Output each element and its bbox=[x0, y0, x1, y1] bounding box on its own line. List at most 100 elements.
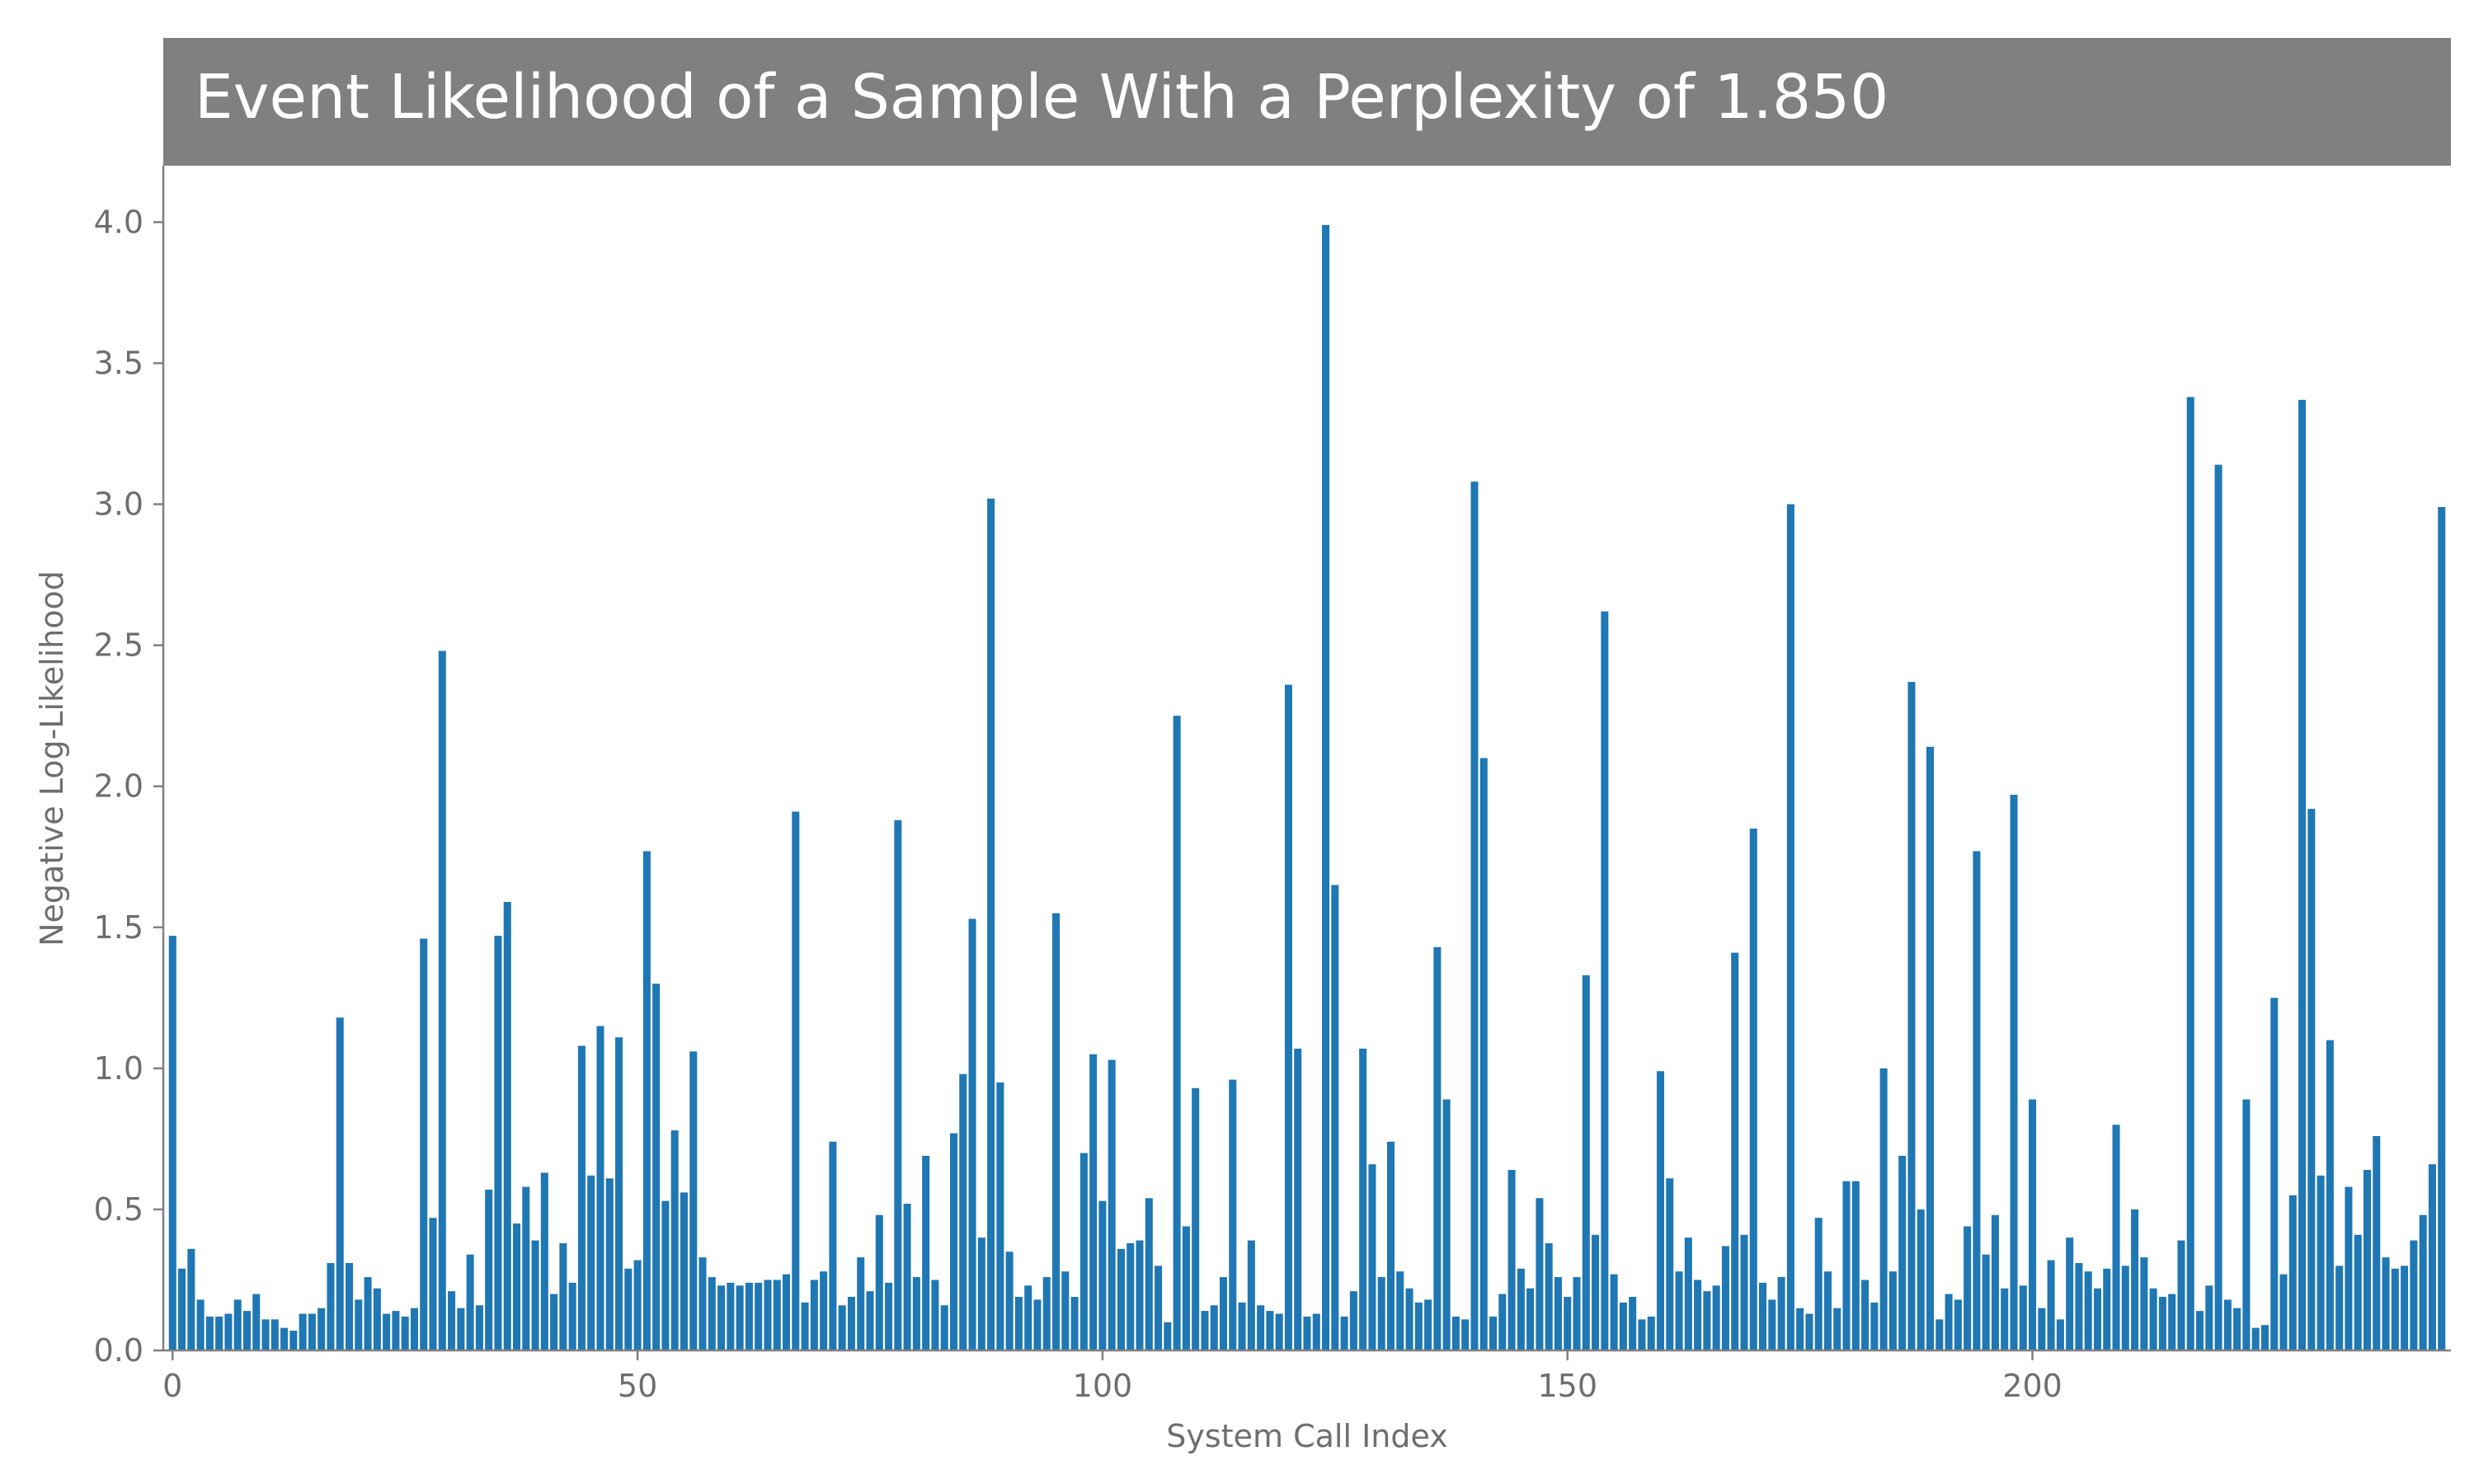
x-axis-ticks: 0 50 100 150 200 bbox=[162, 1350, 2062, 1404]
bar-118 bbox=[1266, 1311, 1274, 1350]
bar-60 bbox=[727, 1282, 735, 1350]
bar-236 bbox=[2363, 1170, 2372, 1350]
bar-104 bbox=[1136, 1240, 1144, 1350]
y-tick-label: 3.5 bbox=[94, 345, 143, 382]
bar-55 bbox=[680, 1192, 688, 1350]
bar-48 bbox=[615, 1037, 623, 1350]
bar-152 bbox=[1582, 974, 1590, 1350]
bar-83 bbox=[940, 1305, 948, 1350]
bar-77 bbox=[885, 1282, 893, 1350]
bar-193 bbox=[1964, 1226, 1972, 1350]
bar-191 bbox=[1945, 1294, 1953, 1350]
bar-72 bbox=[838, 1305, 846, 1350]
bar-91 bbox=[1014, 1296, 1023, 1350]
bar-57 bbox=[698, 1257, 707, 1350]
bar-0 bbox=[168, 936, 176, 1350]
bar-110 bbox=[1192, 1087, 1200, 1350]
bar-8 bbox=[242, 1311, 251, 1350]
bar-7 bbox=[233, 1299, 242, 1350]
bar-114 bbox=[1229, 1079, 1237, 1350]
bar-223 bbox=[2242, 1099, 2251, 1350]
bar-195 bbox=[1982, 1254, 1990, 1350]
bar-78 bbox=[894, 819, 902, 1350]
bar-145 bbox=[1517, 1268, 1525, 1350]
bar-94 bbox=[1042, 1277, 1051, 1350]
bar-119 bbox=[1275, 1313, 1283, 1350]
bar-2 bbox=[187, 1248, 195, 1350]
bar-53 bbox=[661, 1200, 670, 1350]
bar-241 bbox=[2410, 1240, 2418, 1350]
bar-27 bbox=[420, 938, 428, 1350]
bar-180 bbox=[1842, 1181, 1851, 1350]
bar-24 bbox=[392, 1311, 400, 1350]
bar-71 bbox=[829, 1141, 837, 1350]
bar-169 bbox=[1740, 1234, 1748, 1350]
bar-50 bbox=[633, 1260, 642, 1350]
bar-141 bbox=[1479, 758, 1488, 1350]
bar-240 bbox=[2401, 1266, 2409, 1350]
bar-244 bbox=[2438, 506, 2446, 1350]
bar-89 bbox=[996, 1082, 1004, 1350]
bar-5 bbox=[215, 1316, 223, 1350]
bar-64 bbox=[764, 1280, 772, 1350]
bar-29 bbox=[438, 650, 446, 1350]
bar-112 bbox=[1210, 1305, 1218, 1350]
bar-168 bbox=[1731, 952, 1739, 1350]
bar-97 bbox=[1070, 1296, 1079, 1350]
bar-4 bbox=[205, 1316, 214, 1350]
bar-30 bbox=[448, 1291, 456, 1350]
bar-3 bbox=[196, 1299, 205, 1350]
bar-121 bbox=[1294, 1048, 1302, 1350]
bar-207 bbox=[2093, 1288, 2102, 1350]
bar-160 bbox=[1656, 1071, 1665, 1350]
bar-146 bbox=[1526, 1288, 1535, 1350]
bar-155 bbox=[1610, 1274, 1618, 1350]
y-tick-label: 2.0 bbox=[94, 768, 143, 805]
bar-127 bbox=[1349, 1291, 1357, 1350]
bar-88 bbox=[987, 498, 995, 1350]
bar-140 bbox=[1470, 481, 1479, 1351]
bar-190 bbox=[1935, 1319, 1944, 1350]
bar-242 bbox=[2419, 1214, 2427, 1350]
y-axis-label: Negative Log-Likelihood bbox=[34, 571, 70, 946]
bar-214 bbox=[2158, 1296, 2166, 1350]
bar-93 bbox=[1033, 1299, 1042, 1350]
x-tick-label: 50 bbox=[618, 1368, 657, 1404]
bar-115 bbox=[1238, 1302, 1246, 1350]
bar-212 bbox=[2140, 1257, 2148, 1350]
bar-49 bbox=[624, 1268, 633, 1350]
bar-194 bbox=[1973, 851, 1981, 1350]
bar-227 bbox=[2279, 1274, 2288, 1350]
bar-16 bbox=[317, 1308, 326, 1350]
bar-137 bbox=[1442, 1099, 1451, 1350]
bar-232 bbox=[2326, 1040, 2334, 1350]
bar-116 bbox=[1247, 1240, 1255, 1350]
bar-154 bbox=[1601, 611, 1609, 1350]
bar-200 bbox=[2029, 1099, 2037, 1350]
bar-70 bbox=[820, 1271, 828, 1350]
bar-216 bbox=[2177, 1240, 2185, 1350]
bar-179 bbox=[1833, 1308, 1841, 1350]
bar-59 bbox=[717, 1285, 726, 1350]
y-tick-label: 0.0 bbox=[94, 1332, 143, 1369]
bar-129 bbox=[1368, 1164, 1376, 1350]
bar-178 bbox=[1823, 1271, 1832, 1350]
bar-217 bbox=[2186, 397, 2194, 1350]
bar-61 bbox=[736, 1285, 744, 1350]
bar-226 bbox=[2270, 998, 2279, 1350]
bar-176 bbox=[1805, 1313, 1813, 1350]
bar-26 bbox=[410, 1308, 418, 1350]
bar-222 bbox=[2233, 1308, 2241, 1350]
bar-131 bbox=[1386, 1141, 1395, 1350]
bar-19 bbox=[346, 1262, 354, 1350]
bar-14 bbox=[299, 1313, 307, 1350]
bar-90 bbox=[1005, 1252, 1014, 1350]
bar-31 bbox=[457, 1308, 465, 1350]
bar-147 bbox=[1536, 1198, 1544, 1350]
chart-title: Event Likelihood of a Sample With a Perp… bbox=[195, 62, 1888, 133]
bar-18 bbox=[336, 1017, 344, 1350]
bar-164 bbox=[1694, 1280, 1702, 1350]
bar-175 bbox=[1796, 1308, 1804, 1350]
bar-221 bbox=[2223, 1299, 2232, 1350]
